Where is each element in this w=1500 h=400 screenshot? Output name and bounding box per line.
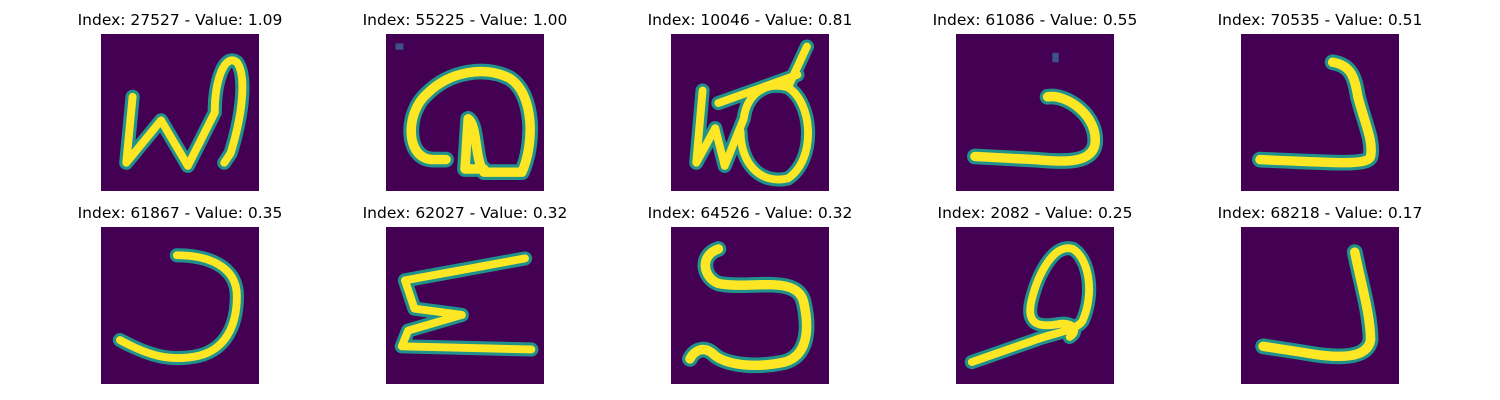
grid-cell: Index: 61867 - Value: 0.35 xyxy=(70,203,290,393)
panel-title: Index: 68218 - Value: 0.17 xyxy=(1217,204,1423,222)
panel-title: Index: 55225 - Value: 1.00 xyxy=(362,11,568,29)
grid-cell: Index: 68218 - Value: 0.17 xyxy=(1210,203,1430,393)
grid-cell: Index: 64526 - Value: 0.32 xyxy=(640,203,860,393)
tall-j-icon xyxy=(1241,227,1399,384)
panel-title: Index: 61086 - Value: 0.55 xyxy=(932,11,1138,29)
grid-cell: Index: 27527 - Value: 1.09 xyxy=(70,10,290,200)
w-loop-slash-icon xyxy=(671,34,829,191)
panel-title: Index: 10046 - Value: 0.81 xyxy=(647,11,853,29)
looped-curl-icon xyxy=(386,34,544,191)
grid-cell: Index: 70535 - Value: 0.51 xyxy=(1210,10,1430,200)
grid-cell: Index: 10046 - Value: 0.81 xyxy=(640,10,860,200)
panel-title: Index: 62027 - Value: 0.32 xyxy=(362,204,568,222)
panel-title: Index: 64526 - Value: 0.32 xyxy=(647,204,853,222)
panel-title: Index: 2082 - Value: 0.25 xyxy=(937,204,1133,222)
leaf-loop-icon xyxy=(956,227,1114,384)
panel-title: Index: 61867 - Value: 0.35 xyxy=(77,204,283,222)
dot-hook-icon xyxy=(956,34,1114,191)
s-loop-icon xyxy=(671,227,829,384)
grid-cell: Index: 61086 - Value: 0.55 xyxy=(925,10,1145,200)
zigzag-icon xyxy=(386,227,544,384)
panel-title: Index: 27527 - Value: 1.09 xyxy=(77,11,283,29)
w-with-hook-icon xyxy=(101,34,259,191)
grid-cell: Index: 62027 - Value: 0.32 xyxy=(355,203,575,393)
open-curve-icon xyxy=(101,227,259,384)
reverse-j-icon xyxy=(1241,34,1399,191)
panel-title: Index: 70535 - Value: 0.51 xyxy=(1217,11,1423,29)
grid-cell: Index: 2082 - Value: 0.25 xyxy=(925,203,1145,393)
grid-cell: Index: 55225 - Value: 1.00 xyxy=(355,10,575,200)
